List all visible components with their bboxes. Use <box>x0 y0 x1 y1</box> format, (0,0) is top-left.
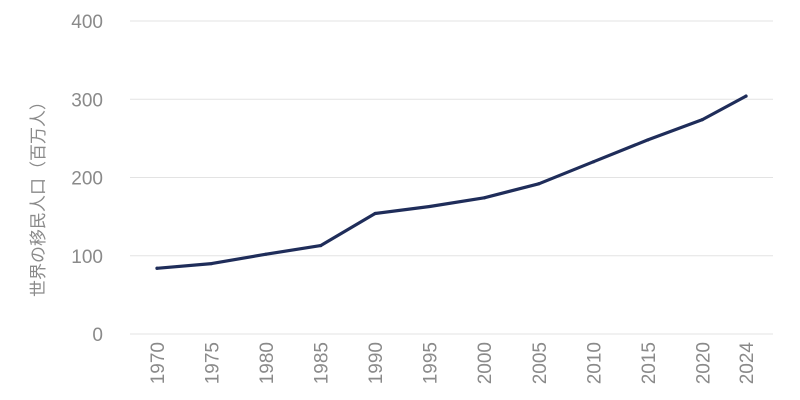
x-tick-label: 1980 <box>257 342 278 384</box>
data-point-2010 <box>591 160 595 164</box>
x-tick-label: 1975 <box>203 342 224 384</box>
y-tick-label: 100 <box>71 247 103 268</box>
data-point-1975 <box>209 261 214 266</box>
data-point-1990 <box>373 211 377 216</box>
x-tick-label: 1990 <box>366 342 387 384</box>
data-point-2000 <box>482 196 486 200</box>
data-point-1985 <box>319 243 323 248</box>
data-point-2015 <box>646 138 650 142</box>
x-tick-label: 2000 <box>475 342 496 384</box>
x-tick-label: 1970 <box>148 342 169 384</box>
x-tick-label: 1985 <box>312 342 333 384</box>
y-axis-label: 世界の移民人口（百万人） <box>29 93 49 297</box>
y-tick-label: 0 <box>92 325 103 346</box>
x-tick-label: 2020 <box>693 342 714 384</box>
series-layer <box>155 94 748 270</box>
series-line <box>155 94 748 270</box>
data-point-1980 <box>264 252 268 256</box>
x-axis-ticks: 1970 1975 1980 1985 1990 1995 2000 2005 2010 2015… <box>148 342 758 385</box>
data-point-2024 <box>744 94 748 98</box>
gridlines <box>130 20 773 335</box>
y-tick-label: 200 <box>71 169 103 190</box>
x-tick-label: 2015 <box>639 342 660 384</box>
data-point-1970 <box>155 266 159 270</box>
y-tick-label: 400 <box>71 12 103 33</box>
data-point-1995 <box>428 204 432 209</box>
x-tick-label: 2024 <box>737 342 758 385</box>
y-tick-label: 300 <box>71 90 103 111</box>
x-tick-label: 2005 <box>530 342 551 384</box>
data-point-2005 <box>537 182 541 186</box>
y-axis-ticks: 0 100 200 300 400 <box>71 12 103 346</box>
data-point-2020 <box>700 117 704 122</box>
x-tick-label: 2010 <box>584 342 605 384</box>
x-tick-label: 1995 <box>421 342 442 384</box>
